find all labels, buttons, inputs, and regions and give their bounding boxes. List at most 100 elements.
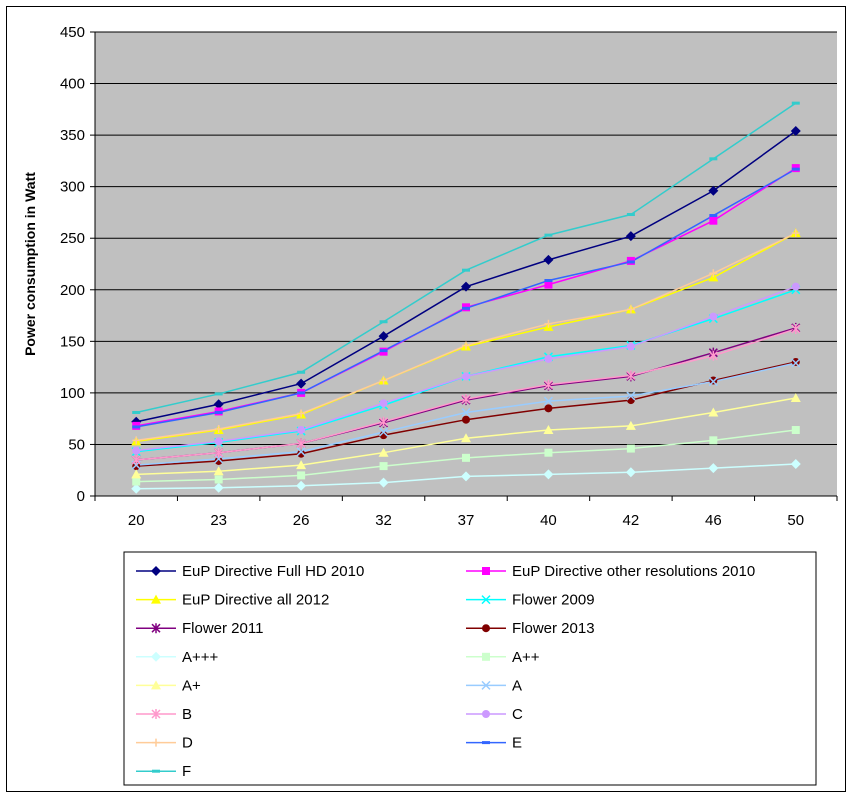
data-point	[790, 459, 801, 470]
data-point	[214, 456, 223, 465]
data-point	[379, 462, 388, 471]
data-point	[543, 254, 554, 265]
x-tick-label: 23	[210, 512, 227, 529]
data-point	[379, 376, 388, 385]
data-point	[461, 471, 471, 482]
legend-item: D	[136, 735, 193, 752]
legend-label: F	[182, 763, 191, 780]
data-point	[462, 306, 470, 310]
data-point	[462, 372, 470, 381]
legend-swatch-marker	[151, 566, 161, 576]
series-marker-group	[132, 101, 800, 414]
legend-item: F	[136, 763, 191, 780]
legend-item: EuP Directive other resolutions 2010	[466, 563, 755, 580]
data-point	[626, 370, 636, 381]
legend-swatch-marker	[481, 680, 491, 690]
data-point	[132, 446, 141, 455]
series-marker-group	[132, 229, 800, 445]
x-tick-label: 37	[458, 512, 475, 529]
data-point	[461, 281, 471, 292]
data-point	[626, 444, 635, 453]
data-point	[709, 436, 718, 445]
legend-label: E	[512, 735, 522, 752]
data-point	[709, 157, 718, 161]
legend-swatch-marker	[151, 594, 161, 604]
data-point	[709, 214, 718, 218]
x-tick-label: 46	[705, 512, 722, 529]
legend-item: Flower 2013	[466, 620, 595, 637]
legend-label: EuP Directive Full HD 2010	[182, 563, 364, 580]
data-point	[543, 379, 553, 390]
data-point	[626, 396, 635, 405]
data-point	[214, 475, 223, 484]
legend-swatch-marker	[482, 624, 490, 633]
series-marker-group	[132, 282, 800, 455]
data-point	[708, 350, 718, 361]
data-point	[296, 480, 307, 491]
data-point	[213, 399, 224, 410]
data-point	[462, 453, 470, 462]
legend-label: C	[512, 706, 523, 723]
data-point	[214, 437, 223, 446]
data-point	[708, 407, 719, 417]
legend-swatch-marker	[482, 652, 490, 661]
series-markers	[131, 101, 801, 494]
legend-swatch-marker	[151, 709, 161, 719]
y-axis-ticks: 0 50 100 150 200 250 300 350 400 450	[60, 24, 95, 505]
data-point	[791, 229, 800, 238]
data-point	[296, 447, 306, 457]
series-marker-group	[131, 358, 801, 470]
data-point	[378, 331, 389, 342]
data-point	[544, 319, 553, 328]
data-point	[626, 260, 635, 264]
x-tick-label: 50	[787, 512, 804, 529]
data-point	[626, 213, 635, 217]
y-tick-label: 250	[60, 230, 85, 247]
data-point	[543, 425, 554, 435]
legend-item: Flower 2009	[466, 592, 595, 609]
data-point	[296, 378, 307, 389]
data-point	[790, 125, 801, 136]
data-point	[791, 426, 800, 435]
legend-item: A++	[466, 649, 540, 666]
legend-label: EuP Directive all 2012	[182, 592, 329, 609]
x-tick-label: 40	[540, 512, 557, 529]
data-point	[544, 233, 553, 237]
data-point	[791, 167, 800, 171]
y-tick-label: 150	[60, 333, 85, 350]
data-point	[132, 477, 141, 486]
legend-swatch-marker	[151, 680, 161, 690]
data-point	[214, 410, 223, 414]
data-point	[626, 305, 635, 314]
plot-area	[95, 32, 837, 496]
data-point	[379, 416, 389, 427]
data-point	[461, 433, 471, 443]
data-point	[544, 278, 553, 282]
data-point	[543, 396, 553, 406]
x-tick-label: 26	[293, 512, 310, 529]
data-point	[625, 467, 636, 478]
legend-label: B	[182, 706, 192, 723]
legend-swatch-marker	[481, 595, 491, 605]
data-point	[132, 425, 141, 429]
legend-label: Flower 2009	[512, 592, 595, 609]
legend-item: C	[466, 706, 523, 723]
data-point	[214, 424, 223, 433]
line-chart: 0 50 100 150 200 250 300 350 400 450 20 23 26 32 37 40…	[22, 24, 838, 786]
data-point	[297, 391, 306, 395]
data-point	[544, 404, 553, 413]
x-axis-ticks: 20 23 26 32 37 40 42 46 50	[94, 496, 838, 529]
data-point	[462, 268, 470, 272]
data-point	[709, 216, 718, 225]
data-point	[297, 426, 306, 435]
data-point	[131, 483, 142, 494]
data-point	[791, 323, 801, 334]
data-point	[213, 466, 224, 476]
data-point	[544, 448, 553, 457]
data-point	[131, 454, 141, 465]
legend-swatch-marker	[152, 769, 160, 773]
data-point	[379, 349, 388, 353]
y-tick-label: 0	[77, 488, 85, 505]
data-point	[378, 477, 389, 488]
data-point	[709, 312, 718, 321]
